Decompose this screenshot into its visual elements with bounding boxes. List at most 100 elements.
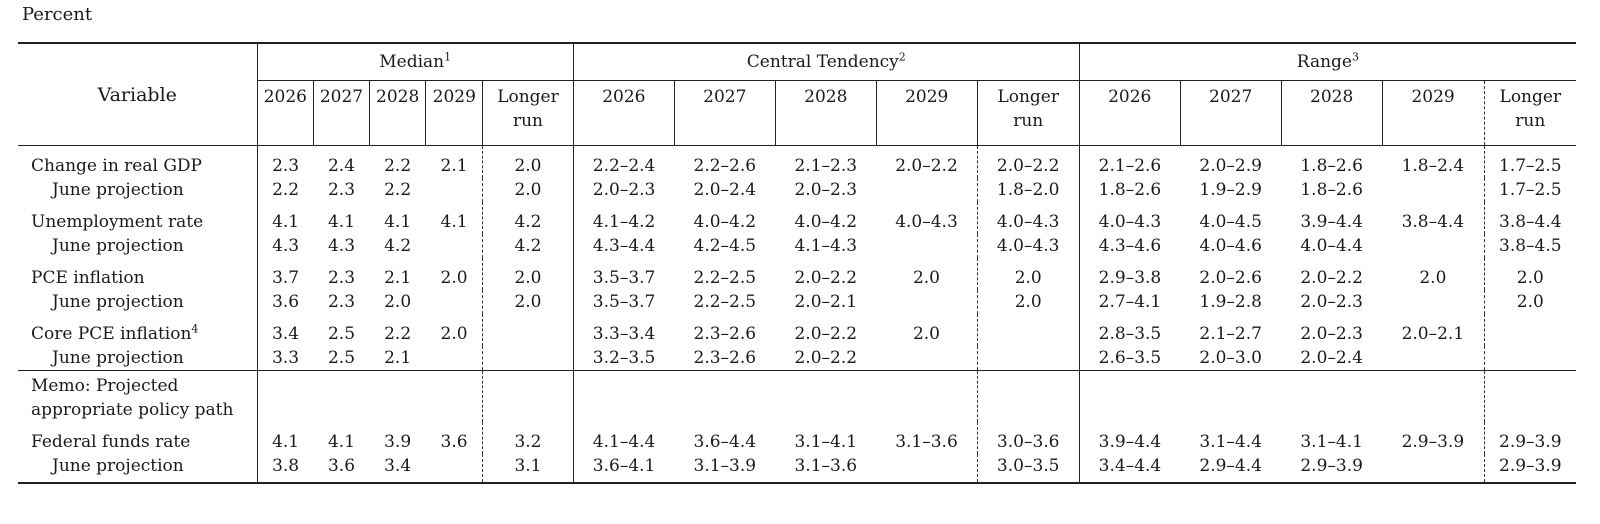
median-value-cell: 3.2: [482, 422, 574, 454]
table-row: Core PCE inflation4 3.4 2.5 2.2 2.0 3.3–3.4 2.…: [18, 314, 1576, 346]
median-value-cell: 2.2: [384, 180, 412, 200]
range-value-cell: 1.8–2.6: [1078, 178, 1181, 202]
central-value-cell: 2.2–2.4: [572, 145, 675, 178]
median-value-cell: 4.3: [256, 234, 314, 258]
range-value-cell: [1382, 234, 1484, 258]
median-value-cell: [426, 178, 483, 202]
longer-run-label-line2: run: [512, 111, 543, 131]
range-value-cell: [1382, 346, 1484, 371]
range-value-cell: 2.0–2.3: [1300, 324, 1363, 344]
median-group-header: Median1: [256, 42, 574, 81]
range-empty-cell: [1382, 370, 1485, 422]
median-value-cell: 3.6: [256, 290, 314, 314]
median-value-cell: 4.1: [440, 212, 468, 232]
central-value-cell: [876, 454, 978, 484]
table-row-june-projection: June projection 4.3 4.3 4.2 4.2 4.3–4.4 4.2–4.…: [18, 234, 1576, 258]
median-value-cell: 2.1: [384, 268, 412, 288]
median-value-cell: 3.6: [313, 454, 370, 484]
median-value-cell: 3.8: [256, 454, 314, 484]
row-label: June projection: [18, 234, 257, 258]
central-value-cell: 2.2–2.5: [693, 268, 757, 288]
row-label-text: Core PCE inflation: [31, 324, 192, 344]
median-value-cell: 3.4: [369, 454, 426, 484]
median-value-cell: [482, 314, 574, 346]
table-row: Change in real GDP 2.3 2.4 2.2 2.1 2.0 2.2–2.4…: [18, 145, 1576, 179]
median-value-cell: 3.1: [482, 454, 574, 484]
central-empty-cell: [876, 370, 978, 422]
range-value-cell: 1.9–2.9: [1199, 180, 1262, 200]
range-value-cell: 4.0–4.3: [1078, 202, 1181, 234]
range-value-cell: 1.8–2.6: [1300, 156, 1363, 176]
central-value-cell: [976, 314, 1080, 346]
range-value-cell: [1382, 290, 1484, 314]
row-label: Unemployment rate: [18, 202, 257, 234]
row-label-text: June projection: [52, 348, 184, 368]
central-value-cell: 2.0: [912, 324, 940, 344]
range-value-cell: 2.1–2.6: [1078, 145, 1181, 178]
central-value-cell: 4.3–4.4: [572, 234, 675, 258]
range-empty-cell: [1483, 370, 1576, 422]
range-value-cell: 1.7–2.5: [1483, 178, 1576, 202]
row-label-text: June projection: [52, 236, 184, 256]
median-year-header: 2028: [368, 80, 426, 146]
median-value-cell: 2.0: [482, 178, 574, 202]
central-value-cell: 2.0–2.4: [693, 180, 757, 200]
row-label-text: June projection: [52, 292, 184, 312]
median-value-cell: 4.1: [327, 212, 356, 232]
central-value-cell: 4.0–4.3: [976, 234, 1080, 258]
median-year-header: 2027: [313, 80, 370, 146]
table-row: PCE inflation 3.7 2.3 2.1 2.0 2.0 3.5–3.7 2.2–2…: [18, 258, 1576, 290]
central-value-cell: 3.1–4.1: [794, 432, 858, 452]
median-value-cell: 2.0: [482, 258, 574, 290]
longer-run-label-line1: Longer: [997, 87, 1059, 107]
header-row-groups: Variable Median1 Central Tendency2 Range…: [18, 42, 1576, 146]
central-value-cell: 2.0–2.2: [794, 324, 858, 344]
row-label: Change in real GDP: [18, 146, 257, 179]
range-value-cell: 2.7–4.1: [1078, 290, 1181, 314]
median-value-cell: 2.0: [440, 324, 468, 344]
central-value-cell: 3.1–3.9: [674, 454, 776, 484]
central-value-cell: 3.5–3.7: [572, 258, 675, 290]
unit-label: Percent: [22, 4, 93, 25]
median-empty-cell: [256, 370, 314, 422]
range-value-cell: 2.8–3.5: [1078, 314, 1181, 346]
central-value-cell: 3.3–3.4: [572, 314, 675, 346]
median-value-cell: 2.5: [327, 348, 356, 368]
median-value-cell: 4.2: [482, 202, 574, 234]
median-value-cell: 2.0: [440, 268, 468, 288]
longer-run-label-line1: Longer: [497, 87, 559, 107]
range-value-cell: 2.0: [1483, 290, 1576, 314]
range-value-cell: [1382, 454, 1485, 484]
range-value-cell: 4.0–4.6: [1199, 236, 1262, 256]
row-label: Federal funds rate: [18, 422, 257, 454]
footnote-marker: 4: [191, 322, 199, 336]
central-empty-cell: [775, 370, 877, 422]
median-value-cell: 2.0: [384, 292, 412, 312]
median-value-cell: 3.4: [256, 314, 314, 346]
central-value-cell: 4.0–4.2: [693, 212, 757, 232]
projections-table: Variable Median1 Central Tendency2 Range…: [18, 42, 1576, 484]
median-value-cell: 2.2: [384, 324, 412, 344]
range-value-cell: 2.0: [1419, 268, 1447, 288]
median-year-header: 2026: [256, 80, 314, 146]
range-group-header: Range3: [1078, 42, 1576, 81]
median-value-cell: 4.1: [384, 212, 412, 232]
median-value-cell: 3.3: [256, 346, 314, 371]
range-year-header: 2026: [1078, 80, 1181, 146]
range-value-cell: 2.9–3.9: [1483, 422, 1576, 454]
median-empty-cell: [425, 370, 483, 422]
central-value-cell: 3.0–3.5: [976, 454, 1080, 484]
median-value-cell: 4.1: [327, 432, 356, 452]
range-value-cell: 2.0–2.2: [1300, 268, 1363, 288]
header-row-years: 2026 2027 2028 2029 Longer run 2026 2027 2028 202…: [18, 80, 1576, 146]
central-year-header: 2029: [875, 80, 978, 146]
central-value-cell: 2.0–2.2: [794, 268, 858, 288]
central-value-cell: 4.1–4.3: [794, 236, 858, 256]
central-value-cell: 2.0–2.2: [976, 145, 1080, 178]
central-value-cell: 2.0–2.3: [794, 180, 858, 200]
row-label: June projection: [18, 290, 257, 314]
median-value-cell: 2.0: [482, 290, 574, 314]
range-value-cell: [1483, 346, 1576, 371]
median-value-cell: 2.3: [327, 180, 356, 200]
median-value-cell: [425, 454, 483, 484]
